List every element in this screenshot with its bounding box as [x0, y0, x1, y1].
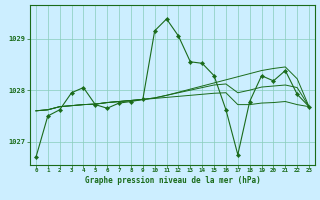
X-axis label: Graphe pression niveau de la mer (hPa): Graphe pression niveau de la mer (hPa) — [84, 176, 260, 185]
